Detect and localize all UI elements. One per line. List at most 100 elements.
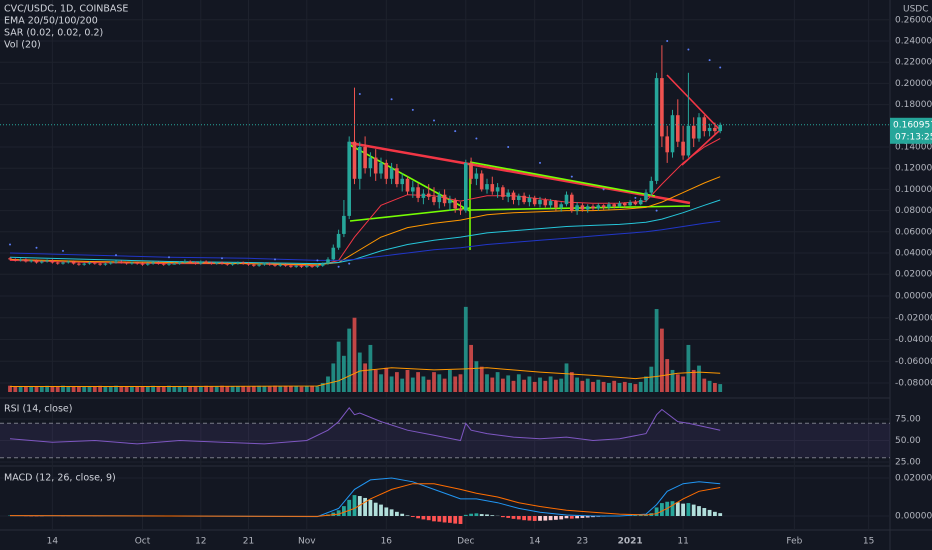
indicator-label: SAR (0.02, 0.02, 0.2) bbox=[4, 28, 103, 39]
candle-body bbox=[564, 194, 569, 205]
volume-bar bbox=[13, 386, 18, 392]
candle-body bbox=[71, 261, 76, 264]
candle-body bbox=[485, 184, 489, 190]
volume-bar bbox=[448, 369, 452, 392]
candle-body bbox=[591, 206, 595, 209]
volume-bar bbox=[352, 317, 357, 392]
macd-histogram-bar bbox=[501, 516, 505, 518]
volume-bar bbox=[24, 386, 28, 392]
candle-body bbox=[305, 265, 309, 267]
macd-histogram-bar bbox=[342, 506, 346, 516]
volume-bar bbox=[622, 381, 627, 392]
volume-bar bbox=[474, 361, 479, 392]
trend-line bbox=[666, 74, 721, 131]
candle-body bbox=[437, 194, 442, 203]
candle-body bbox=[278, 264, 283, 266]
volume-bar bbox=[135, 386, 140, 392]
macd-histogram-bar bbox=[347, 499, 352, 516]
candle-body bbox=[230, 263, 235, 265]
sar-dot bbox=[168, 256, 170, 259]
macd-histogram-bar bbox=[702, 508, 707, 516]
indicator-line bbox=[9, 176, 721, 266]
macd-histogram-bar bbox=[432, 516, 436, 522]
volume-bar bbox=[638, 381, 643, 392]
volume-bar bbox=[193, 386, 198, 392]
x-tick-label: 16 bbox=[381, 537, 393, 547]
candle-body bbox=[193, 262, 198, 264]
sar-dot bbox=[348, 262, 351, 265]
volume-bar bbox=[98, 385, 102, 392]
volume-bar bbox=[442, 378, 447, 392]
candle-body bbox=[336, 233, 341, 248]
volume-bar bbox=[628, 383, 632, 392]
candle-body bbox=[130, 262, 134, 264]
macd-histogram-bar bbox=[718, 513, 723, 516]
volume-bar bbox=[559, 378, 564, 392]
candle-body bbox=[548, 201, 553, 206]
volume-bar bbox=[395, 372, 399, 392]
volume-bar bbox=[198, 386, 203, 392]
volume-bar bbox=[373, 369, 378, 392]
volume-bar bbox=[707, 380, 712, 392]
candle-body bbox=[310, 265, 314, 267]
candle-body bbox=[161, 263, 166, 265]
trend-line bbox=[469, 161, 656, 197]
volume-bar bbox=[522, 379, 526, 392]
volume-bar bbox=[103, 386, 108, 392]
candle-body bbox=[363, 147, 367, 169]
volume-bar bbox=[654, 309, 659, 392]
candle-body bbox=[405, 178, 410, 192]
price-badge bbox=[890, 117, 932, 144]
candle-body bbox=[8, 258, 12, 260]
sar-dot bbox=[411, 108, 414, 111]
volume-bar bbox=[702, 378, 707, 392]
macd-histogram-bar bbox=[458, 516, 463, 524]
candle-body bbox=[283, 264, 288, 266]
candle-body bbox=[326, 259, 330, 264]
candle-body bbox=[156, 262, 161, 264]
volume-bar bbox=[278, 386, 283, 392]
volume-bar bbox=[601, 381, 606, 392]
last-price-label: 0.160957 bbox=[893, 120, 932, 130]
macd-histogram-bar bbox=[400, 513, 405, 516]
candle-body bbox=[649, 180, 654, 193]
macd-histogram-bar bbox=[485, 514, 489, 516]
candle-body bbox=[225, 263, 230, 265]
x-tick-label: 21 bbox=[243, 537, 254, 547]
candle-body bbox=[458, 208, 463, 211]
candle-body bbox=[262, 263, 267, 265]
volume-bar bbox=[273, 385, 277, 392]
volume-bar bbox=[670, 369, 675, 392]
x-tick-label: 2021 bbox=[618, 537, 643, 547]
candle-body bbox=[538, 200, 542, 205]
volume-bar bbox=[124, 386, 129, 392]
volume-bar bbox=[71, 386, 76, 392]
sar-dot bbox=[602, 188, 605, 191]
volume-bar bbox=[172, 386, 177, 392]
volume-bar bbox=[246, 386, 251, 392]
macd-histogram-bar bbox=[442, 516, 447, 523]
volume-bar bbox=[538, 377, 542, 392]
volume-bar bbox=[108, 386, 113, 392]
volume-bar bbox=[220, 385, 224, 392]
macd-histogram-bar bbox=[681, 503, 685, 516]
volume-bar bbox=[416, 372, 420, 392]
volume-bar bbox=[569, 372, 574, 392]
candle-body bbox=[331, 247, 336, 260]
volume-bar bbox=[516, 374, 521, 392]
macd-histogram-bar bbox=[670, 501, 675, 516]
volume-bar bbox=[140, 386, 145, 392]
sar-dot bbox=[475, 137, 478, 140]
candle-body bbox=[177, 262, 182, 264]
volume-bar bbox=[575, 377, 579, 392]
volume-bar bbox=[591, 381, 595, 392]
volume-bar bbox=[384, 367, 389, 392]
macd-histogram-bar bbox=[405, 515, 410, 516]
candle-body bbox=[554, 201, 558, 208]
macd-histogram-bar bbox=[373, 502, 378, 516]
candle-body bbox=[267, 263, 272, 265]
volume-bar bbox=[379, 374, 383, 392]
macd-histogram-bar bbox=[691, 504, 696, 516]
